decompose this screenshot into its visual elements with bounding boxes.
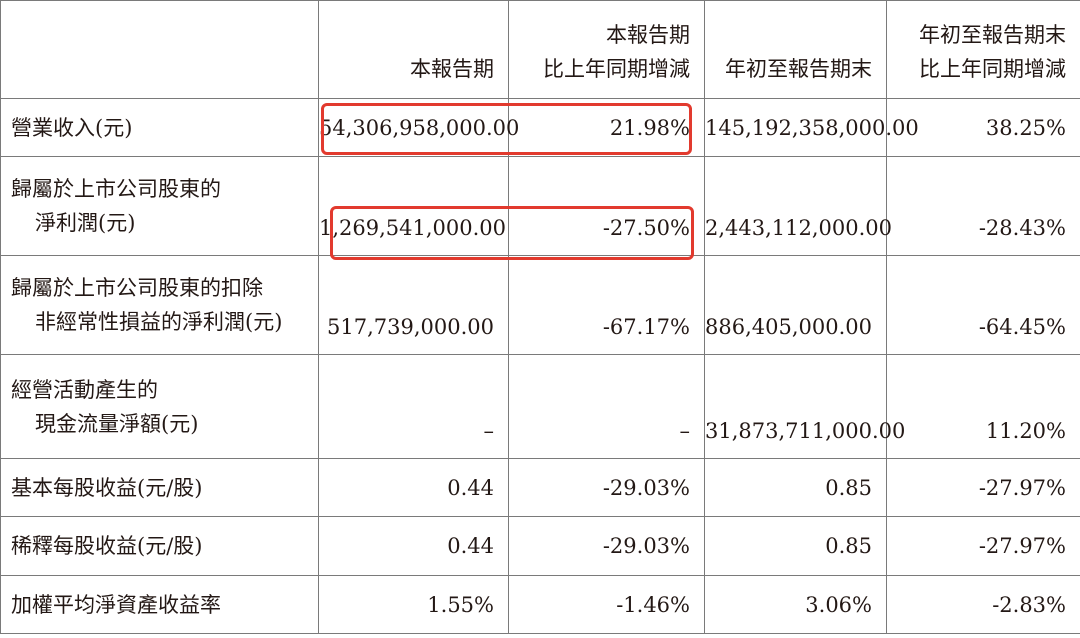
cell-value: 54,306,958,000.00 (318, 98, 519, 157)
cell-value: 0.44 (318, 516, 509, 576)
header-ytd-yoy: 年初至報告期末 比上年同期增減 (886, 0, 1080, 99)
cell-value: -29.03% (508, 458, 705, 517)
header-current-period: 本報告期 (318, 0, 509, 99)
cell-value: 886,405,000.00 (704, 255, 887, 355)
row-label: 經營活動產生的 現金流量淨額(元) (0, 354, 319, 459)
header-label-cell (0, 0, 319, 99)
table-row: 歸屬於上市公司股東的 淨利潤(元) 1,269,541,000.00 -27.5… (0, 156, 1080, 256)
row-label: 稀釋每股收益(元/股) (0, 516, 319, 576)
cell-value: -27.97% (886, 516, 1080, 576)
cell-value: -67.17% (508, 255, 705, 355)
table-row: 歸屬於上市公司股東的扣除 非經常性損益的淨利潤(元) 517,739,000.0… (0, 255, 1080, 355)
row-label: 基本每股收益(元/股) (0, 458, 319, 517)
cell-value: – (318, 354, 509, 459)
table-row: 營業收入(元) 54,306,958,000.00 21.98% 145,192… (0, 98, 1080, 157)
cell-value: -27.50% (508, 156, 705, 256)
cell-value: – (508, 354, 705, 459)
cell-value: 38.25% (886, 98, 1080, 157)
cell-value: 21.98% (508, 98, 705, 157)
table-row: 稀釋每股收益(元/股) 0.44 -29.03% 0.85 -27.97% (0, 516, 1080, 576)
cell-value: -1.46% (508, 575, 705, 634)
cell-value: -64.45% (886, 255, 1080, 355)
cell-value: 145,192,358,000.00 (704, 98, 919, 157)
table-row: 經營活動產生的 現金流量淨額(元) – – 31,873,711,000.00 … (0, 354, 1080, 459)
cell-value: -28.43% (886, 156, 1080, 256)
cell-value: -27.97% (886, 458, 1080, 517)
cell-value: 0.44 (318, 458, 509, 517)
cell-value: 31,873,711,000.00 (704, 354, 905, 459)
row-label: 歸屬於上市公司股東的扣除 非經常性損益的淨利潤(元) (0, 255, 319, 355)
cell-value: 0.85 (704, 516, 887, 576)
table-row: 加權平均淨資產收益率 1.55% -1.46% 3.06% -2.83% (0, 575, 1080, 634)
cell-value: 0.85 (704, 458, 887, 517)
cell-value: 2,443,112,000.00 (704, 156, 892, 256)
cell-value: 11.20% (886, 354, 1080, 459)
table-row: 基本每股收益(元/股) 0.44 -29.03% 0.85 -27.97% (0, 458, 1080, 517)
cell-value: 1,269,541,000.00 (318, 156, 509, 256)
cell-value: 1.55% (318, 575, 509, 634)
cell-value: 3.06% (704, 575, 887, 634)
header-ytd: 年初至報告期末 (704, 0, 887, 99)
row-label: 加權平均淨資產收益率 (0, 575, 319, 634)
cell-value: -29.03% (508, 516, 705, 576)
header-row: 本報告期 本報告期 比上年同期增減 年初至報告期末 年初至報告期末 比上年同期增… (0, 0, 1080, 99)
header-current-period-yoy: 本報告期 比上年同期增減 (508, 0, 705, 99)
cell-value: -2.83% (886, 575, 1080, 634)
row-label: 歸屬於上市公司股東的 淨利潤(元) (0, 156, 319, 256)
cell-value: 517,739,000.00 (318, 255, 509, 355)
row-label: 營業收入(元) (0, 98, 319, 157)
